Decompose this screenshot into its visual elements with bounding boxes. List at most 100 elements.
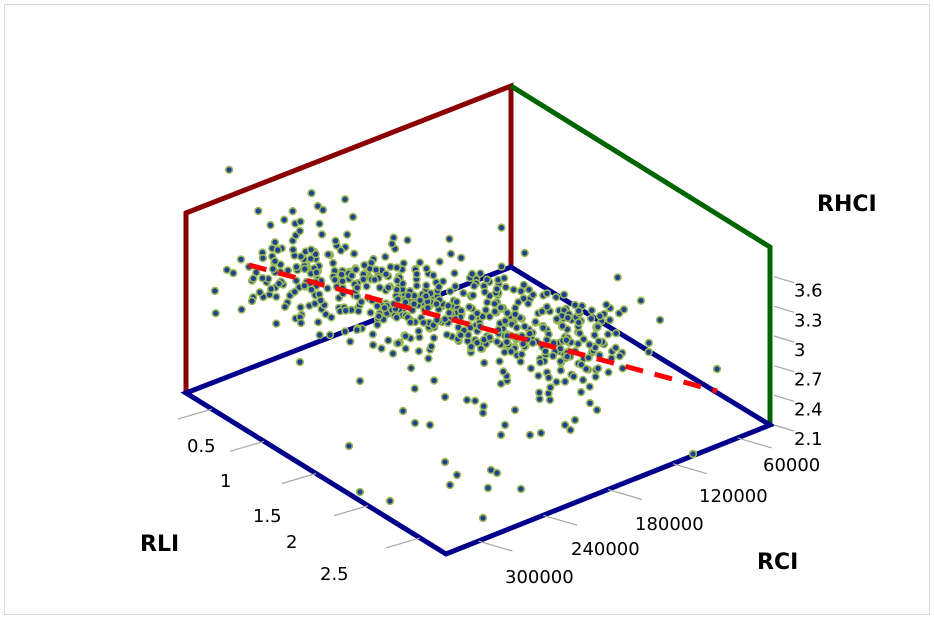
data-point xyxy=(525,430,535,440)
data-point xyxy=(688,449,698,459)
data-point xyxy=(485,333,494,342)
z-tick-label: 3 xyxy=(794,340,805,361)
data-point xyxy=(537,307,547,316)
data-point xyxy=(272,292,281,301)
data-point xyxy=(347,271,357,280)
right-wall xyxy=(509,83,773,425)
axis-ticks: 0.51 1.52 2.5 60000 120000 180000 240000 300000… xyxy=(177,276,823,588)
data-point xyxy=(377,344,386,353)
data-point xyxy=(385,496,395,506)
data-point xyxy=(490,299,499,308)
data-point xyxy=(483,483,493,493)
data-point xyxy=(371,265,381,274)
data-point xyxy=(500,274,509,283)
data-point xyxy=(280,215,289,225)
data-point xyxy=(560,377,570,386)
data-point xyxy=(545,395,555,405)
data-point xyxy=(398,406,408,416)
data-point xyxy=(327,313,336,322)
data-point xyxy=(576,387,586,397)
data-point xyxy=(442,330,452,339)
data-point xyxy=(393,276,402,285)
data-point xyxy=(712,364,722,374)
data-point xyxy=(467,269,477,279)
data-point xyxy=(338,276,347,286)
data-point xyxy=(541,347,550,356)
y-tick-label: 240000 xyxy=(571,539,640,560)
data-point xyxy=(317,230,327,239)
data-points xyxy=(210,165,722,523)
data-point xyxy=(496,303,506,312)
data-point xyxy=(594,337,603,346)
data-point xyxy=(410,418,420,428)
data-point xyxy=(366,308,375,317)
data-point xyxy=(300,264,309,274)
data-point xyxy=(295,357,305,367)
data-point xyxy=(497,223,506,232)
data-point xyxy=(528,290,538,299)
left-wall xyxy=(183,82,514,393)
data-point xyxy=(482,275,492,284)
data-point xyxy=(536,428,546,438)
data-point xyxy=(229,268,238,278)
data-point xyxy=(478,513,488,523)
data-point xyxy=(354,307,363,316)
data-point xyxy=(222,265,232,275)
data-point xyxy=(410,384,419,393)
data-point xyxy=(501,316,510,326)
data-point xyxy=(578,375,588,385)
z-tick-mark xyxy=(773,424,795,432)
data-point xyxy=(574,318,583,327)
data-point xyxy=(523,299,533,308)
data-point xyxy=(425,420,435,430)
y-tick-mark xyxy=(607,488,643,501)
data-point xyxy=(355,376,365,386)
data-point xyxy=(336,246,346,255)
data-point xyxy=(351,265,361,274)
data-point xyxy=(249,274,258,283)
data-point xyxy=(451,282,460,291)
data-point xyxy=(492,337,502,346)
data-point xyxy=(501,283,510,292)
data-point xyxy=(480,287,489,297)
data-point xyxy=(306,245,316,254)
data-point xyxy=(412,269,421,279)
data-point xyxy=(270,257,280,266)
data-point xyxy=(579,335,588,344)
data-point xyxy=(296,252,306,261)
x-tick-label: 1.5 xyxy=(253,506,282,527)
data-point xyxy=(353,283,362,292)
data-point xyxy=(581,364,591,374)
data-point xyxy=(559,290,569,299)
data-point xyxy=(427,342,436,351)
data-point xyxy=(459,288,468,298)
data-point xyxy=(556,366,565,375)
y-axis-title: RCI xyxy=(757,550,798,575)
data-point xyxy=(473,309,482,318)
data-point xyxy=(563,313,572,323)
data-point xyxy=(323,284,332,293)
data-point xyxy=(552,314,561,324)
data-point xyxy=(517,350,526,359)
data-point xyxy=(560,420,570,430)
trendline-path xyxy=(248,262,718,394)
data-point xyxy=(445,234,454,244)
data-point xyxy=(534,371,543,380)
data-point xyxy=(546,383,555,392)
z-tick-mark xyxy=(773,365,795,373)
x-tick-mark xyxy=(281,472,317,485)
data-point xyxy=(446,249,456,259)
data-point xyxy=(373,301,382,311)
data-point xyxy=(384,336,393,345)
data-point xyxy=(585,340,594,349)
data-point xyxy=(424,354,433,363)
data-point xyxy=(422,264,431,273)
data-point xyxy=(404,291,413,300)
data-point xyxy=(558,321,567,331)
data-point xyxy=(388,349,398,358)
data-point xyxy=(315,330,324,340)
data-point xyxy=(316,296,325,305)
data-point xyxy=(307,188,316,198)
data-point xyxy=(343,230,352,239)
data-point xyxy=(381,270,391,279)
